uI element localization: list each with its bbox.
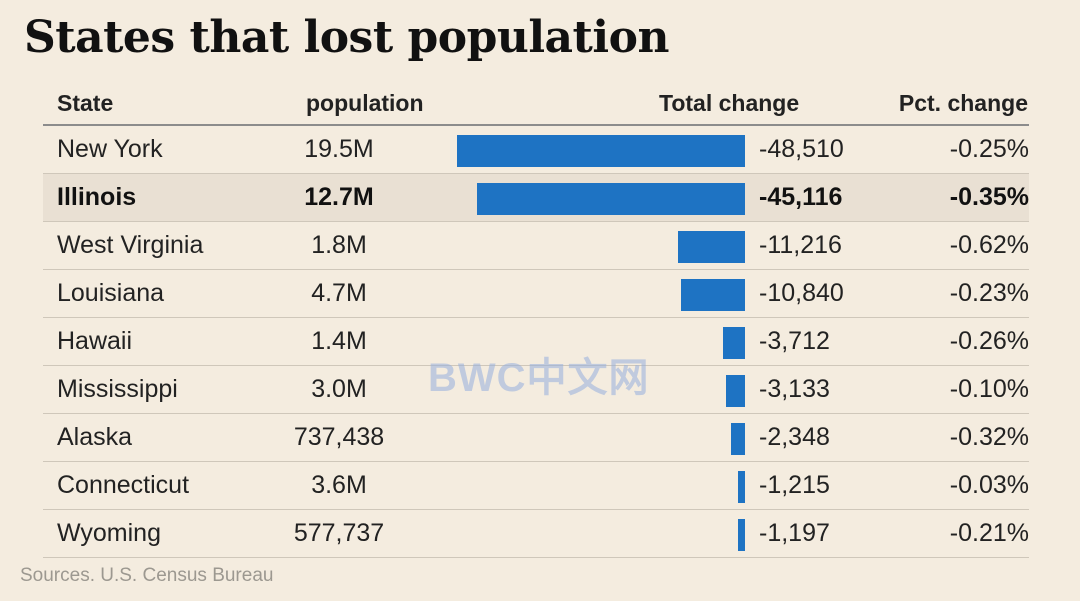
pct-change-value: -0.23% xyxy=(949,279,1029,307)
total-change-value: -3,712 xyxy=(759,327,830,355)
table-row: Connecticut 3.6M -1,215 -0.03% xyxy=(43,462,1029,510)
population-value: 737,438 xyxy=(293,423,385,451)
header-pct-change: Pct. change xyxy=(898,90,1028,116)
header-total-change: Total change xyxy=(659,90,800,116)
total-change-value: -10,840 xyxy=(759,279,844,307)
table-row: Louisiana 4.7M -10,840 -0.23% xyxy=(43,270,1029,318)
table-row: Mississippi 3.0M -3,133 -0.10% xyxy=(43,366,1029,414)
total-change-value: -2,348 xyxy=(759,423,830,451)
total-change-bar xyxy=(678,231,745,263)
state-name: Louisiana xyxy=(57,279,165,307)
table-row: West Virginia 1.8M -11,216 -0.62% xyxy=(43,222,1029,270)
population-value: 12.7M xyxy=(304,183,374,211)
total-change-bar xyxy=(477,183,745,215)
table-row: Illinois 12.7M -45,116 -0.35% xyxy=(43,174,1029,222)
pct-change-value: -0.35% xyxy=(949,183,1029,211)
header-state: State xyxy=(57,90,114,116)
header-divider xyxy=(43,124,1029,126)
total-change-value: -45,116 xyxy=(759,183,843,211)
population-value: 4.7M xyxy=(311,279,367,307)
total-change-bar xyxy=(738,471,745,503)
watermark: BWC中文网 xyxy=(428,356,650,400)
table-row: New York 19.5M -48,510 -0.25% xyxy=(43,126,1029,174)
pct-change-value: -0.10% xyxy=(949,375,1029,403)
pct-change-value: -0.03% xyxy=(949,471,1029,499)
population-value: 1.4M xyxy=(311,327,367,355)
total-change-value: -3,133 xyxy=(759,375,830,403)
state-name: Mississippi xyxy=(57,375,178,403)
state-name: New York xyxy=(57,135,163,163)
state-name: Illinois xyxy=(57,183,137,211)
table-row: Alaska 737,438 -2,348 -0.32% xyxy=(43,414,1029,462)
population-value: 1.8M xyxy=(311,231,367,259)
total-change-value: -1,197 xyxy=(759,519,830,547)
state-name: Alaska xyxy=(57,423,133,451)
pct-change-value: -0.62% xyxy=(949,231,1029,259)
total-change-bar xyxy=(731,423,745,455)
population-value: 3.6M xyxy=(311,471,367,499)
total-change-value: -48,510 xyxy=(759,135,844,163)
pct-change-value: -0.21% xyxy=(949,519,1029,547)
state-name: Connecticut xyxy=(57,471,190,499)
population-value: 19.5M xyxy=(304,135,374,163)
header-population: population xyxy=(306,90,424,116)
total-change-value: -1,215 xyxy=(759,471,830,499)
total-change-value: -11,216 xyxy=(759,231,842,259)
state-name: West Virginia xyxy=(57,231,204,259)
table-row: Hawaii 1.4M -3,712 -0.26% xyxy=(43,318,1029,366)
pct-change-value: -0.26% xyxy=(949,327,1029,355)
population-value: 3.0M xyxy=(311,375,367,403)
total-change-bar xyxy=(723,327,745,359)
state-name: Hawaii xyxy=(57,327,133,355)
state-name: Wyoming xyxy=(57,519,161,547)
total-change-bar xyxy=(681,279,745,311)
table-row: Wyoming 577,737 -1,197 -0.21% xyxy=(43,510,1029,558)
chart-title: States that lost population xyxy=(24,12,669,63)
total-change-bar xyxy=(457,135,745,167)
pct-change-value: -0.32% xyxy=(949,423,1029,451)
source-note: Sources. U.S. Census Bureau xyxy=(20,565,274,586)
total-change-bar xyxy=(726,375,745,407)
pct-change-value: -0.25% xyxy=(949,135,1029,163)
population-value: 577,737 xyxy=(293,519,385,547)
total-change-bar xyxy=(738,519,745,551)
